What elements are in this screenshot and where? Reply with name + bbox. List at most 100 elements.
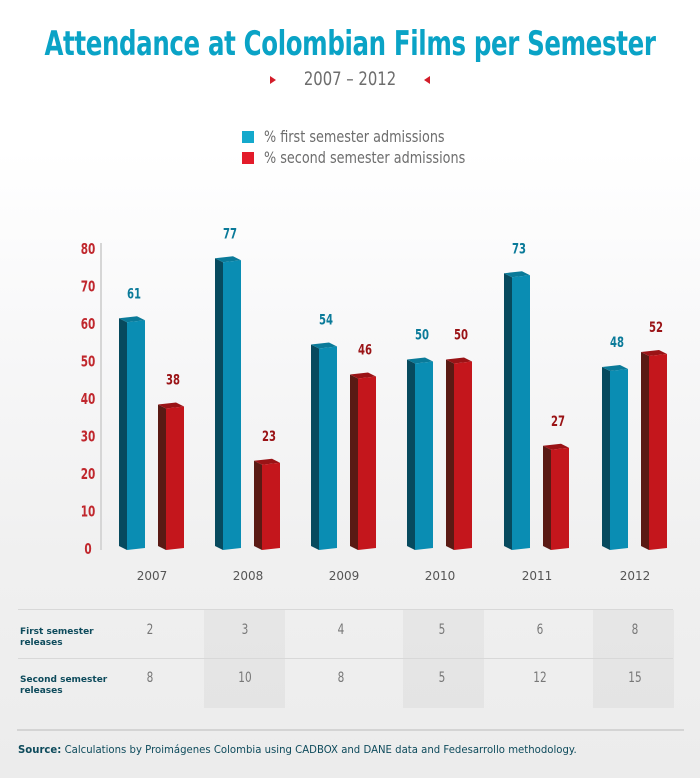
bar-side [446,359,454,550]
bar-second-2010 [446,357,472,550]
triangle-left-icon [424,76,430,84]
table-cell: 8 [337,670,345,686]
source-text: Calculations by Proimágenes Colombia usi… [61,743,577,756]
data-label: 77 [223,226,237,242]
y-tick-label: 40 [81,391,96,408]
table-divider [18,609,673,610]
source-divider [17,729,684,731]
bar-top [158,402,184,409]
y-tick-label: 80 [81,241,96,258]
bar-side [641,352,649,550]
bar-first-2011 [504,271,530,550]
chart-title: Attendance at Colombian Films per Semest… [44,24,656,64]
table-cell: 12 [533,670,547,686]
bar-top [215,256,241,263]
y-tick-label: 70 [81,279,96,296]
data-label: 61 [127,286,141,302]
bar-side [602,367,610,550]
x-tick-label: 2010 [425,569,456,583]
bar-front [358,376,376,550]
legend-label-first: % first semester admissions [264,127,445,146]
bar-front [319,346,337,550]
bar-top [350,372,376,379]
bar-first-2008 [215,256,241,550]
bar-front [415,361,433,550]
data-label: 54 [319,312,333,328]
bar-front [454,361,472,550]
bar-first-2010 [407,357,433,550]
y-tick-label: 0 [84,541,91,558]
bar-front [512,275,530,550]
y-tick-label: 30 [81,429,96,446]
bar-side [311,344,319,550]
bar-side [407,359,415,550]
bar-side [254,460,262,550]
legend-item-second: % second semester admissions [242,147,516,168]
bar-front [166,406,184,550]
legend: % first semester admissions % second sem… [242,126,516,168]
table-divider [18,658,673,659]
row-label-first-releases: First semester releases [20,627,94,648]
x-tick-label: 2008 [233,569,264,583]
data-label: 46 [358,342,372,358]
bar-front [262,462,280,550]
y-tick-label: 10 [81,504,96,521]
data-label: 73 [512,241,526,257]
row-label-second-releases: Second semester releases [20,675,108,696]
x-tick-label: 2011 [522,569,553,583]
table-cell: 8 [146,670,154,686]
bar-side [543,445,551,550]
data-label: 23 [262,428,276,444]
bar-top [254,458,280,465]
y-tick-label: 20 [81,466,96,483]
table-cell: 4 [337,622,345,638]
data-label: 48 [610,334,624,350]
bar-front [610,369,628,550]
table-cell: 10 [238,670,252,686]
data-label: 50 [415,327,429,343]
bar-first-2009 [311,342,337,550]
data-label: 38 [166,372,180,388]
bar-first-2007 [119,316,145,550]
bar-first-2012 [602,365,628,550]
bar-second-2012 [641,350,667,550]
data-label: 27 [551,413,565,429]
bar-front [551,447,569,550]
bar-top [446,357,472,364]
table-cell: 15 [628,670,642,686]
bar-top [641,350,667,356]
bar-second-2007 [158,402,184,550]
table-cell: 8 [631,622,639,638]
bar-second-2009 [350,372,376,550]
x-tick-label: 2012 [620,569,651,583]
bar-top [119,316,145,323]
bar-top [504,271,530,278]
legend-item-first: % first semester admissions [242,126,516,147]
bar-front [223,260,241,550]
bar-top [311,342,337,349]
data-label: 52 [649,319,663,335]
legend-swatch-second [242,151,254,164]
bar-second-2011 [543,443,569,550]
chart-subtitle: 2007 – 2012 [303,68,397,90]
x-tick-label: 2009 [329,569,360,583]
bar-side [350,374,358,550]
y-tick-label: 60 [81,316,96,333]
bar-front [127,320,145,550]
data-label: 50 [454,327,468,343]
table-cell: 5 [438,670,446,686]
bar-side [215,258,223,550]
source-note: Source: Calculations by Proimágenes Colo… [18,743,577,756]
table-cell: 3 [241,622,249,638]
table-cell: 6 [536,622,544,638]
bar-top [543,443,569,450]
bar-front [649,354,667,550]
bar-top [602,365,628,371]
bar-side [119,318,127,550]
legend-label-second: % second semester admissions [264,148,466,167]
bar-second-2008 [254,458,280,550]
triangle-right-icon [270,76,276,84]
bar-chart: 0 10 20 30 40 50 60 70 80 2007 61 38 2008 77 23 2009 54 4… [81,226,667,583]
bar-top [407,357,433,364]
